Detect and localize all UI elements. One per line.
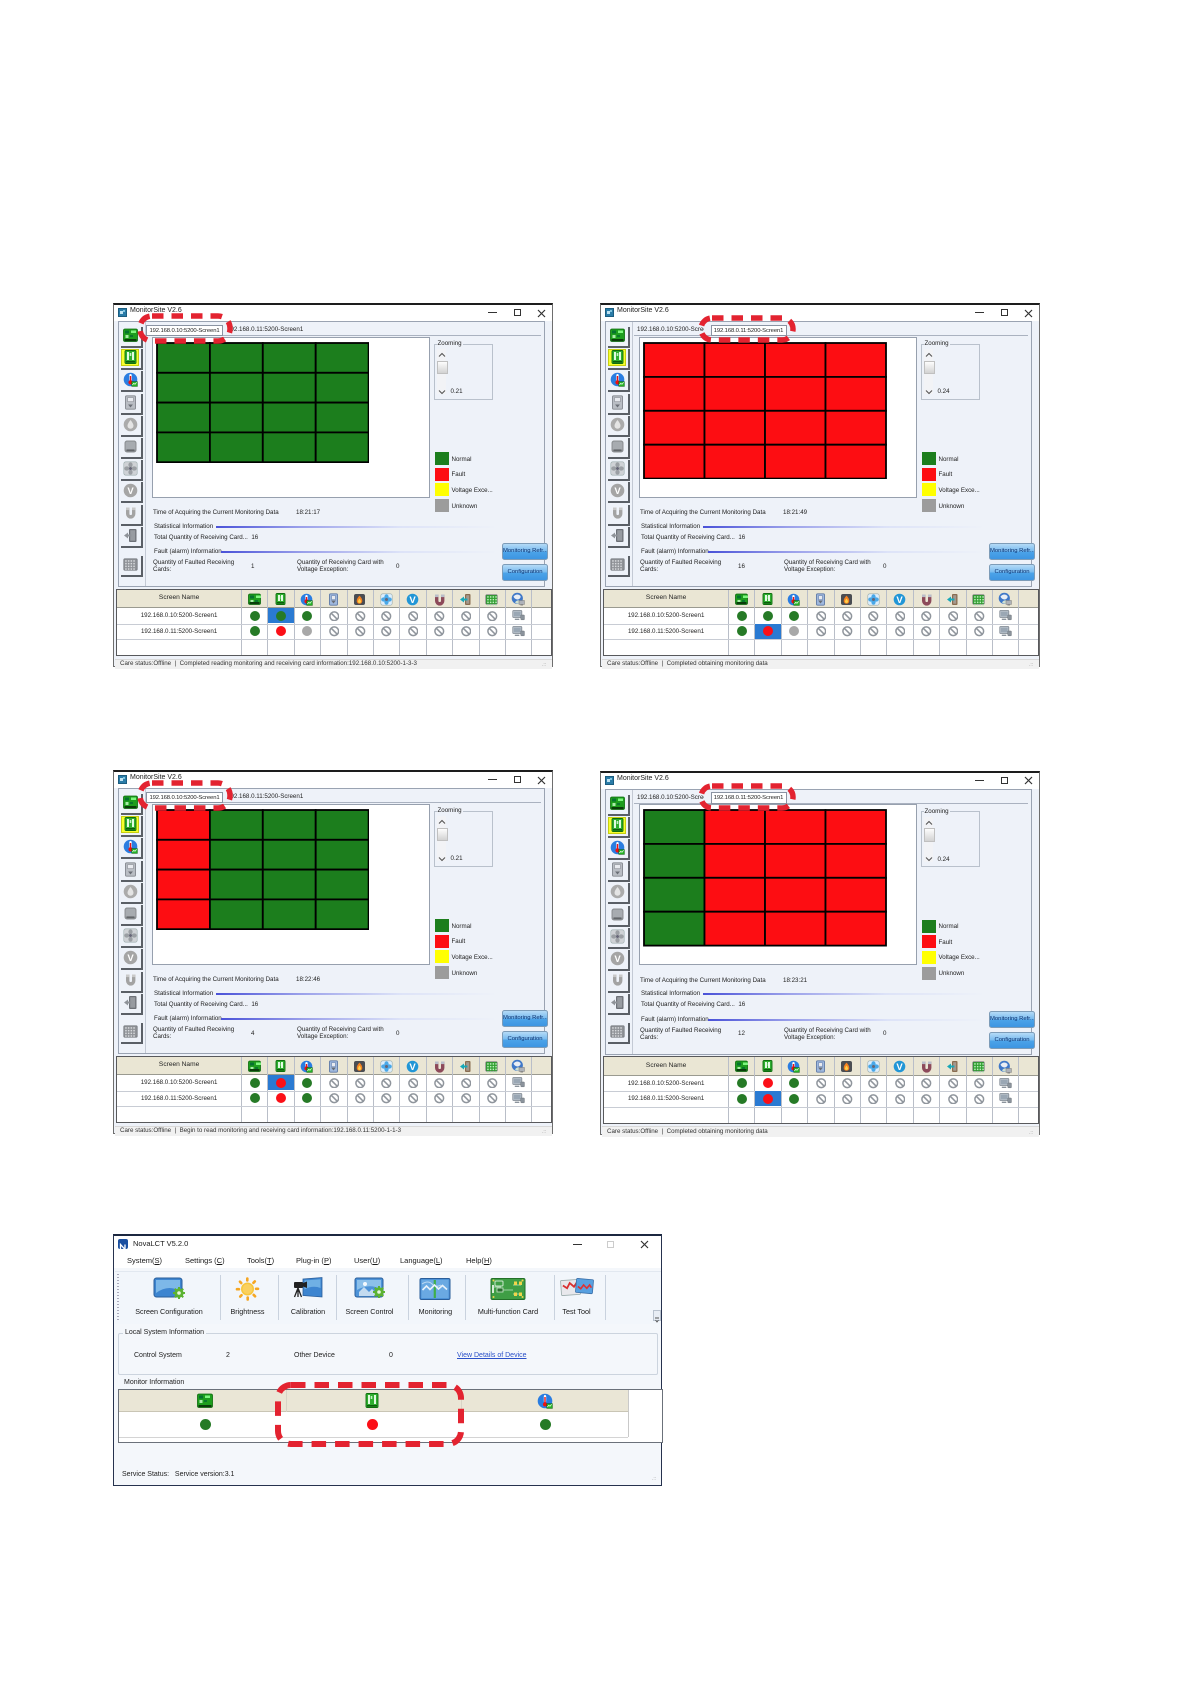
svg-text:V: V: [614, 486, 621, 497]
svg-text:V: V: [896, 594, 903, 605]
svg-text:V: V: [409, 594, 416, 605]
svg-text:V: V: [127, 953, 134, 964]
svg-text:V: V: [614, 954, 621, 965]
svg-text:V: V: [127, 486, 134, 497]
svg-text:V: V: [896, 1062, 903, 1073]
svg-text:V: V: [409, 1061, 416, 1072]
